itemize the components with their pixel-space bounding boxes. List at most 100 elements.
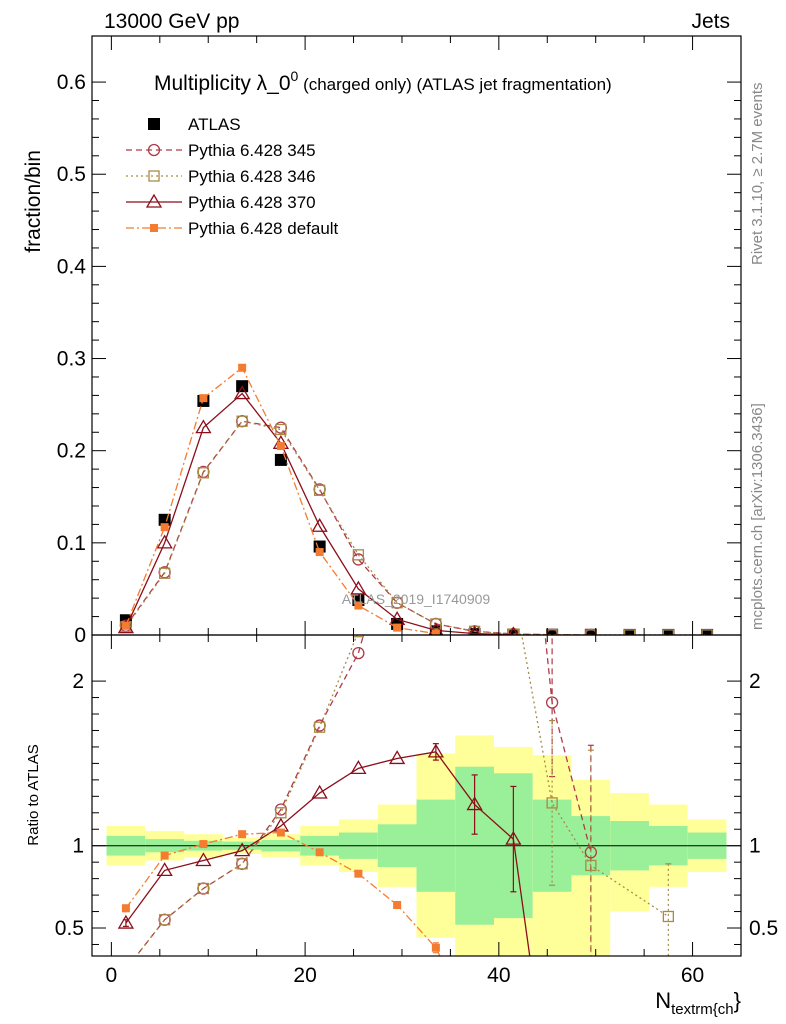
ratio-line-p370: [125, 751, 531, 956]
xtick-label: 60: [681, 964, 704, 987]
x-axis-label-main: N: [655, 988, 671, 1013]
ratio-ytick-label-right: 1: [749, 835, 761, 858]
legend-label-pdef: Pythia 6.428 default: [188, 219, 339, 238]
ratio-marker-pdef: [315, 848, 324, 857]
marker-pdef: [160, 523, 169, 532]
x-axis-label-sub: textrm{ch: [671, 1001, 734, 1018]
marker-pdef: [238, 363, 247, 372]
marker-atlas: [662, 628, 675, 635]
marker-pdef: [276, 442, 285, 451]
ratio-marker-pdef: [393, 900, 402, 909]
ratio-marker-p345: [545, 696, 559, 709]
marker-atlas: [701, 628, 714, 635]
legend-label-p346: Pythia 6.428 346: [188, 167, 316, 186]
ratio-marker-p346: [158, 914, 171, 926]
marker-p370: [311, 517, 328, 532]
marker-pdef: [393, 623, 402, 632]
legend-label-atlas: ATLAS: [188, 115, 241, 134]
ratio-marker-pdef: [276, 828, 285, 837]
marker-p346: [313, 484, 326, 496]
marker-p370: [350, 580, 367, 595]
marker-atlas: [623, 628, 636, 635]
marker-pdef: [315, 548, 324, 557]
ratio-marker-pdef: [431, 943, 440, 952]
ratio-marker-p370: [350, 760, 367, 774]
marker-p346: [352, 549, 365, 561]
ratio-marker-p346: [352, 635, 365, 638]
ratio-ytick-label: 2: [72, 670, 84, 693]
ratio-marker-p346: [585, 859, 597, 872]
ratio-ytick-label: 1: [72, 835, 84, 858]
marker-p346: [275, 423, 287, 436]
legend-label-p370: Pythia 6.428 370: [188, 193, 316, 212]
ratio-ytick-label-right: 0.5: [749, 917, 778, 940]
plot-title-sup: 0: [291, 68, 299, 84]
legend-marker-p346: [148, 170, 160, 182]
marker-pdef: [431, 629, 440, 635]
legend: ATLAS Pythia 6.428 345 Pythia 6.428 346 Pyt…: [126, 115, 339, 238]
header-left: 13000 GeV pp: [104, 10, 239, 33]
marker-atlas: [507, 628, 520, 635]
main-ytick-label: 0.5: [57, 163, 86, 186]
ratio-marker-p370: [505, 830, 522, 845]
plot-title: Multiplicity λ_00 (charged only) (ATLAS …: [154, 68, 612, 95]
marker-atlas: [584, 628, 597, 635]
ratio-line-pdef: [125, 831, 441, 956]
ratio-marker-p345: [235, 857, 249, 870]
marker-p346: [197, 467, 210, 479]
marker-p346: [236, 415, 248, 427]
ratio-marker-p346: [662, 910, 675, 923]
marker-p370: [234, 385, 251, 400]
ratio-marker-p346: [236, 858, 248, 870]
ratio-marker-p345: [120, 964, 131, 975]
ratio-marker-p370: [195, 852, 212, 867]
ratio-marker-p345: [352, 646, 365, 660]
ratio-marker-p370: [117, 914, 135, 929]
x-axis-label-suffix: }: [734, 988, 741, 1013]
marker-atlas: [546, 628, 559, 635]
xtick-label: 40: [487, 964, 510, 987]
ratio-marker-pdef: [238, 830, 247, 839]
watermark: ATLAS_2019_I1740909: [342, 591, 491, 607]
marker-atlas: [274, 453, 287, 466]
ratio-marker-p346: [121, 964, 131, 974]
ratio-y-axis-label: Ratio to ATLAS: [25, 744, 42, 845]
main-ytick-label: 0.2: [57, 440, 86, 463]
plot-title-rest: (charged only) (ATLAS jet fragmentation): [298, 75, 611, 94]
ratio-panel-frame: [91, 634, 742, 957]
marker-p346: [430, 618, 442, 630]
ratio-panel-series: [117, 635, 675, 975]
ratio-marker-p346: [197, 882, 210, 895]
axes-ticks: 00.10.20.30.40.50.60.5 0.51 12 20 20 40 60: [55, 36, 778, 987]
ratio-marker-p370: [427, 743, 445, 758]
ratio-marker-p370: [388, 750, 406, 765]
legend-label-p345: Pythia 6.428 345: [188, 141, 316, 160]
ratio-ytick-label: 0.5: [55, 917, 84, 940]
main-ytick-label: 0.3: [57, 348, 86, 371]
main-panel-series: [117, 363, 714, 635]
xtick-label: 20: [293, 964, 316, 987]
ratio-marker-p370: [311, 784, 328, 799]
header-right: Jets: [691, 10, 730, 33]
side-label-top: Rivet 3.1.10, ≥ 2.7M events: [749, 83, 766, 266]
ratio-marker-pdef: [199, 840, 208, 849]
ratio-marker-p346: [313, 721, 326, 733]
legend-marker-pdef: [150, 224, 158, 232]
series-line-pdef: [125, 366, 436, 635]
plot-title-main: Multiplicity λ_0: [154, 72, 291, 95]
ratio-marker-p370: [156, 862, 173, 877]
series-line-p345: [125, 420, 591, 635]
marker-pdef: [121, 621, 130, 630]
main-ytick-label: 0.6: [57, 71, 86, 94]
ratio-marker-p370: [234, 842, 251, 857]
ratio-marker-pdef: [160, 851, 169, 860]
x-axis-label: Ntextrm{ch}: [655, 988, 741, 1018]
side-label-bottom: mcplots.cern.ch [arXiv:1306.3436]: [749, 403, 766, 630]
series-line-p370: [125, 392, 514, 635]
marker-p370: [156, 534, 173, 549]
marker-pdef: [354, 601, 363, 610]
marker-p346: [158, 567, 171, 579]
main-ytick-label: 0.1: [57, 532, 86, 555]
legend-marker-p345: [147, 143, 161, 157]
